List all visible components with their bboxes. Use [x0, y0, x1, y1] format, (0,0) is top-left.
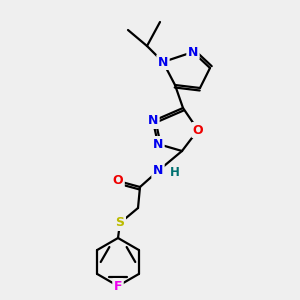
- Text: S: S: [116, 217, 124, 230]
- Text: N: N: [153, 164, 163, 178]
- Text: H: H: [170, 167, 180, 179]
- Text: F: F: [114, 280, 122, 292]
- Text: N: N: [158, 56, 168, 68]
- Text: O: O: [113, 175, 123, 188]
- Text: O: O: [193, 124, 203, 136]
- Text: N: N: [188, 46, 198, 59]
- Text: N: N: [153, 137, 163, 151]
- Text: N: N: [148, 115, 158, 128]
